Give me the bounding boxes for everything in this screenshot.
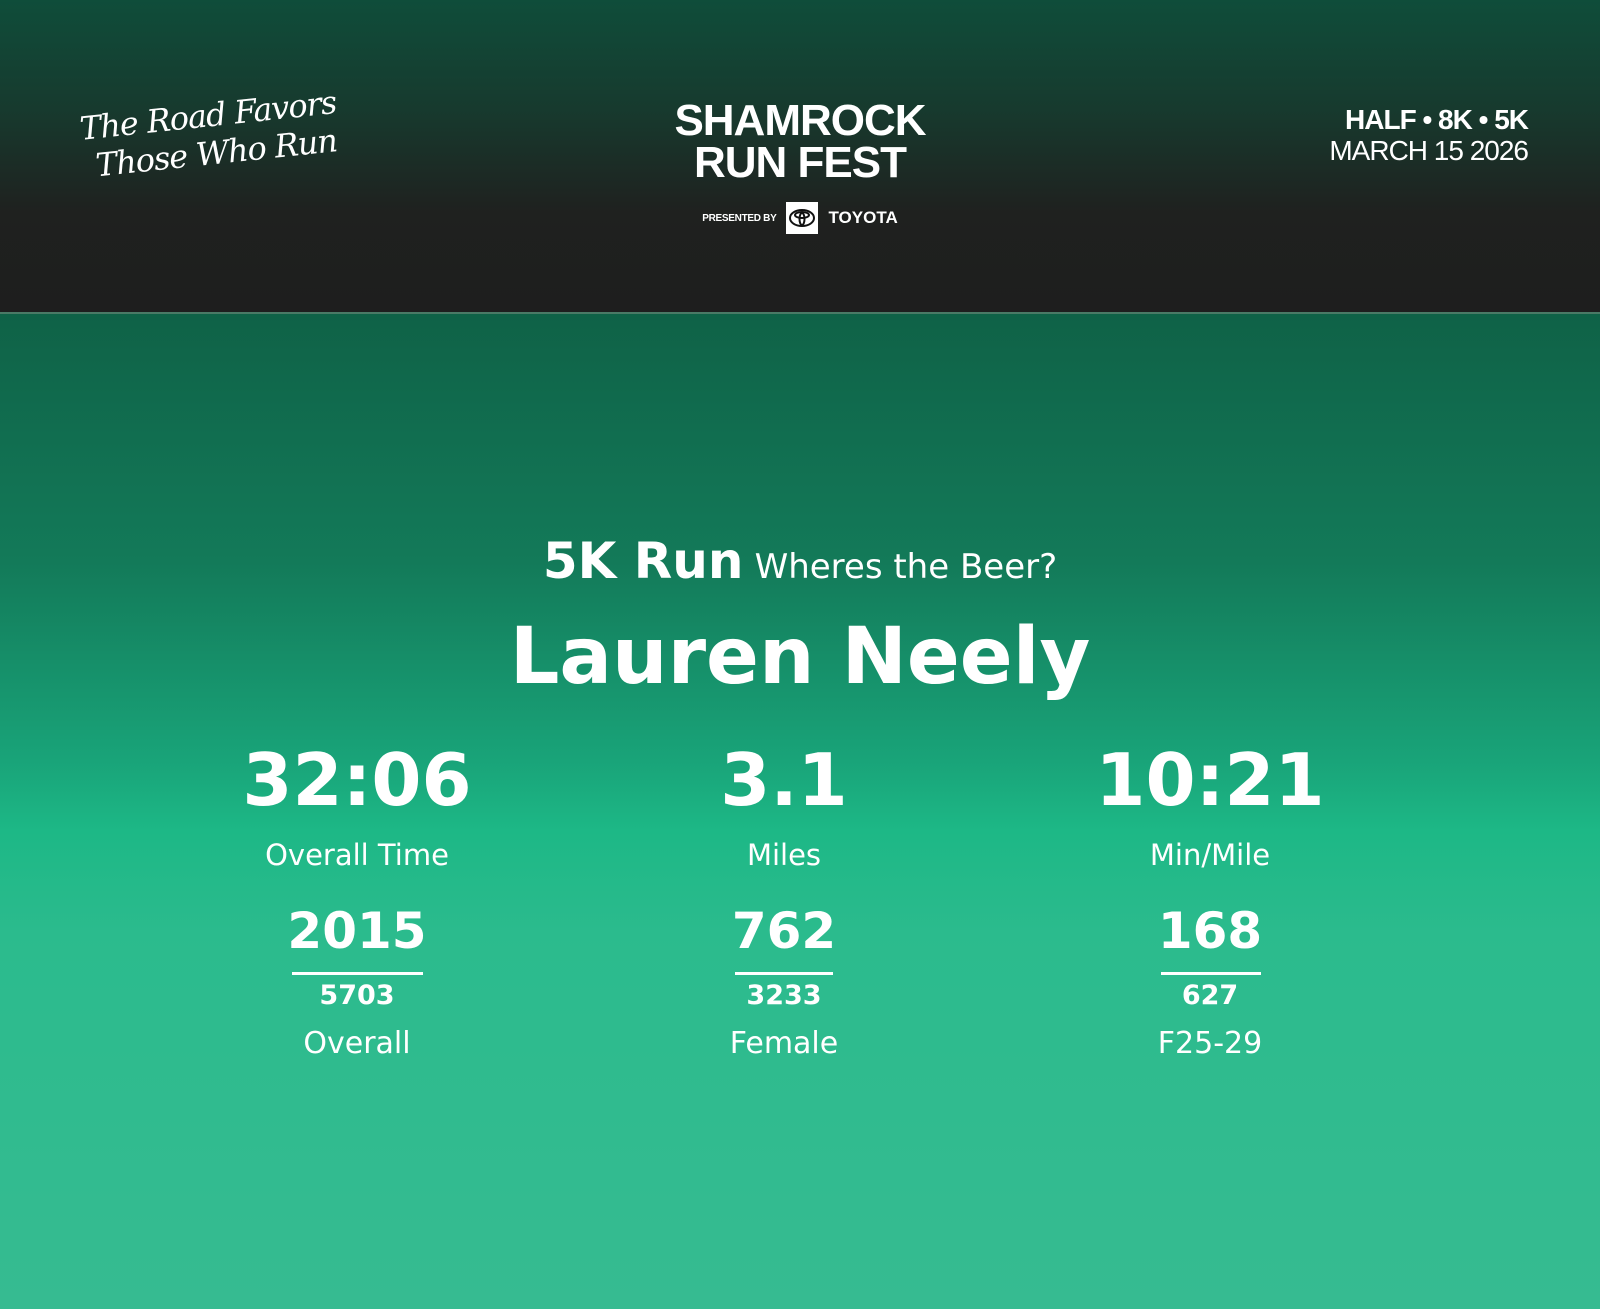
- sponsor: PRESENTED BY TOYOTA: [0, 202, 1600, 234]
- team-name: Wheres the Beer?: [754, 547, 1058, 587]
- place-total: 5703: [319, 980, 395, 1011]
- header: The Road Favors Those Who Run SHAMROCK R…: [0, 0, 1600, 314]
- divider: [735, 972, 833, 975]
- place-category: Overall: [303, 1026, 411, 1061]
- stat-value: 32:06: [242, 738, 472, 822]
- place-value: 762: [731, 902, 837, 960]
- sponsor-name: TOYOTA: [828, 208, 898, 227]
- place-value: 168: [1157, 902, 1263, 960]
- event-heading: 5K Run Wheres the Beer?: [0, 532, 1600, 590]
- logo-line1: SHAMROCK: [674, 96, 926, 145]
- race-name: 5K Run: [542, 532, 744, 590]
- place-value: 2015: [287, 902, 427, 960]
- place-total: 627: [1181, 980, 1239, 1011]
- race-distances: HALF • 8K • 5K: [1345, 104, 1529, 135]
- place-category: F25-29: [1157, 1026, 1263, 1061]
- stat-label: Min/Mile: [1149, 838, 1271, 872]
- place-total: 3233: [746, 980, 822, 1011]
- toyota-logo-icon: [786, 202, 819, 234]
- place-category: Female: [729, 1026, 839, 1061]
- event-date: MARCH 15 2026: [1329, 135, 1529, 166]
- divider: [292, 972, 423, 975]
- presented-by: PRESENTED BY: [702, 212, 777, 224]
- stat-value: 10:21: [1095, 738, 1325, 822]
- event-info: HALF • 8K • 5K MARCH 15 2026: [1329, 104, 1529, 166]
- logo-line2: RUN FEST: [694, 138, 907, 187]
- stat-value: 3.1: [720, 738, 848, 822]
- divider: [1161, 972, 1261, 975]
- runner-name: Lauren Neely: [509, 612, 1091, 702]
- result-panel: [0, 314, 1600, 1309]
- stat-label: Miles: [746, 838, 822, 872]
- stat-label: Overall Time: [265, 838, 449, 872]
- event-logo[interactable]: SHAMROCK RUN FEST PRESENTED BY TOYOTA: [0, 96, 1600, 234]
